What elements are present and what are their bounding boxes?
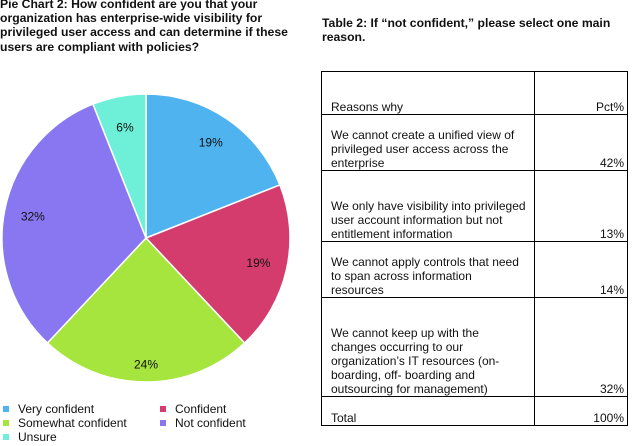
pie-slice-not-confident — [1, 103, 147, 345]
reasons-table: Reasons why Pct% We cannot create a unif… — [321, 71, 628, 426]
table-header-row: Reasons why Pct% — [321, 71, 628, 115]
reason-cell: We cannot apply controls that need to sp… — [321, 241, 535, 298]
legend-swatch-not-confident — [160, 420, 166, 426]
reason-cell: We only have visibility into privileged … — [321, 170, 535, 242]
pie-data-label: 32% — [21, 209, 45, 223]
pie-data-label: 6% — [116, 121, 134, 135]
reason-cell: We cannot create a unified view of privi… — [321, 114, 535, 171]
table-row: We cannot create a unified view of privi… — [321, 114, 628, 171]
table-row: We cannot apply controls that need to sp… — [321, 241, 628, 298]
reason-cell: We cannot keep up with the changes occur… — [321, 297, 535, 397]
table-total-row: Total 100% — [321, 396, 628, 426]
pie-slice-somewhat-confident — [46, 236, 246, 383]
pie-chart-title: Pie Chart 2: How confident are you that … — [0, 0, 288, 54]
legend-swatch-unsure — [3, 434, 9, 440]
legend-swatch-somewhat-confident — [3, 420, 9, 426]
pie-data-label: 24% — [134, 358, 158, 372]
header-pct-cell: Pct% — [534, 71, 628, 115]
pct-cell: 14% — [534, 241, 628, 298]
total-label-cell: Total — [321, 396, 535, 426]
table-title: Table 2: If “not confident,” please sele… — [322, 16, 611, 45]
pie-slice-unsure — [92, 93, 147, 239]
pct-cell: 13% — [534, 170, 628, 242]
pct-cell: 42% — [534, 114, 628, 171]
pie-data-label: 19% — [199, 136, 223, 150]
legend-swatch-very-confident — [3, 406, 9, 412]
table-row: We only have visibility into privileged … — [321, 170, 628, 242]
legend-label: Somewhat confident — [18, 416, 127, 430]
pie-slice-very-confident — [145, 93, 281, 240]
total-pct-cell: 100% — [534, 396, 628, 426]
legend-item-somewhat-confident: Somewhat confident — [0, 416, 127, 430]
legend-item-very-confident: Very confident — [0, 402, 94, 416]
pie-chart: 19% 19% 24% 32% 6% — [1, 93, 291, 383]
pie-data-label: 19% — [246, 256, 270, 270]
legend-label: Confident — [175, 402, 227, 416]
legend-item-confident: Confident — [157, 402, 226, 416]
legend-item-unsure: Unsure — [0, 430, 57, 444]
legend-label: Very confident — [18, 402, 95, 416]
legend-swatch-confident — [160, 406, 166, 412]
legend-item-not-confident: Not confident — [157, 416, 246, 430]
legend-label: Not confident — [175, 416, 246, 430]
pct-cell: 32% — [534, 297, 628, 397]
pie-slice-confident — [144, 184, 291, 345]
legend-label: Unsure — [18, 430, 57, 444]
table-row: We cannot keep up with the changes occur… — [321, 297, 628, 397]
header-reason-cell: Reasons why — [321, 71, 535, 115]
